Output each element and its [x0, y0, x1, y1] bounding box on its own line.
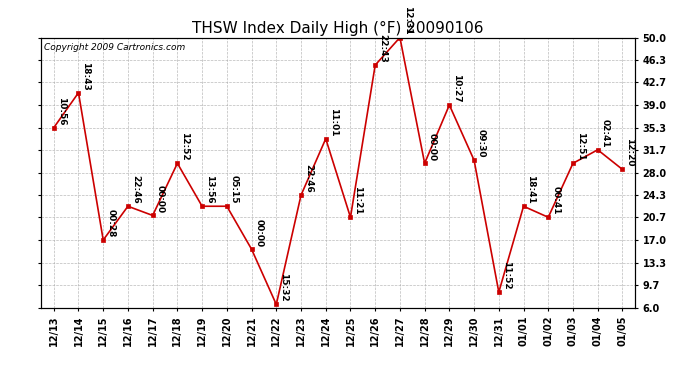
Text: 10:56: 10:56	[57, 97, 66, 125]
Text: 12:51: 12:51	[576, 132, 585, 161]
Text: 13:56: 13:56	[205, 175, 214, 204]
Text: 12:52: 12:52	[180, 132, 189, 161]
Text: 10:27: 10:27	[453, 74, 462, 102]
Text: Copyright 2009 Cartronics.com: Copyright 2009 Cartronics.com	[44, 43, 186, 52]
Text: 22:46: 22:46	[131, 175, 140, 204]
Text: 05:15: 05:15	[230, 175, 239, 204]
Text: 11:01: 11:01	[328, 108, 337, 136]
Text: 00:28: 00:28	[106, 209, 115, 237]
Text: 11:52: 11:52	[502, 261, 511, 290]
Text: 02:41: 02:41	[601, 119, 610, 147]
Text: 00:00: 00:00	[156, 185, 165, 213]
Text: 11:21: 11:21	[353, 186, 362, 215]
Text: 12:20: 12:20	[625, 138, 634, 167]
Text: 12:31: 12:31	[403, 6, 412, 35]
Text: 22:43: 22:43	[378, 34, 387, 63]
Title: THSW Index Daily High (°F) 20090106: THSW Index Daily High (°F) 20090106	[193, 21, 484, 36]
Text: 15:32: 15:32	[279, 273, 288, 302]
Text: 22:46: 22:46	[304, 164, 313, 193]
Text: 18:43: 18:43	[81, 62, 90, 90]
Text: 00:00: 00:00	[255, 219, 264, 247]
Text: 18:41: 18:41	[526, 175, 535, 204]
Text: 00:41: 00:41	[551, 186, 560, 215]
Text: 00:00: 00:00	[428, 133, 437, 161]
Text: 09:30: 09:30	[477, 129, 486, 158]
